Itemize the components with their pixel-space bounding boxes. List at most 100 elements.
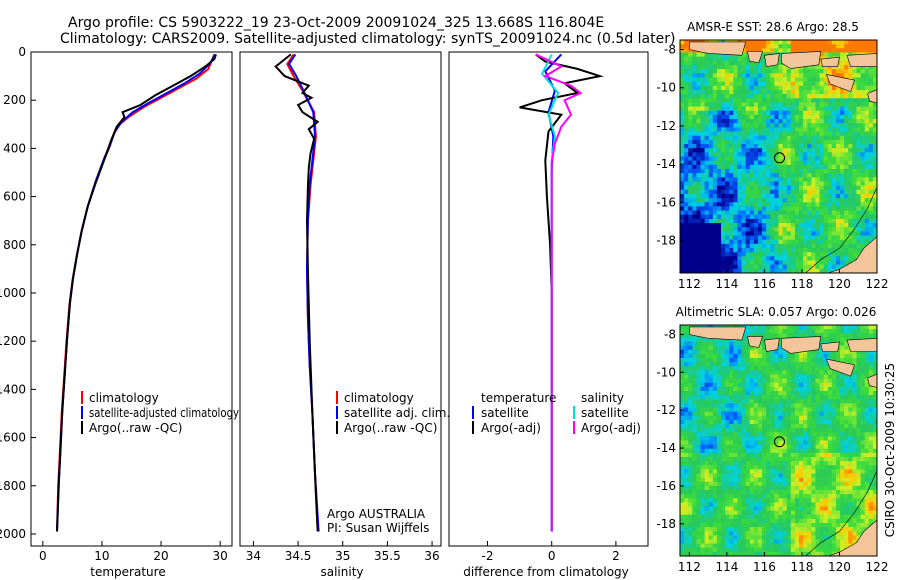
map-cell: [700, 502, 706, 507]
map-cell: [794, 156, 800, 162]
map-cell: [790, 432, 796, 437]
map-cell: [700, 69, 706, 74]
map-cell: [799, 206, 804, 211]
map-cell: [688, 391, 693, 396]
map-cell: [716, 345, 722, 351]
map-cell: [815, 366, 820, 371]
map-cell: [704, 139, 710, 145]
map-cell: [782, 144, 788, 149]
map-cell: [827, 243, 833, 249]
map-cell: [848, 131, 853, 137]
map-cell: [811, 177, 816, 182]
map-cell: [799, 210, 804, 216]
map-cell: [684, 56, 689, 62]
map-cell: [700, 345, 706, 351]
map-cell: [774, 477, 779, 483]
map-cell: [868, 139, 874, 145]
map-cell: [786, 119, 792, 124]
map-cell: [790, 473, 796, 479]
map-cell: [733, 432, 738, 437]
map-cell: [721, 539, 726, 545]
map-cell: [684, 358, 689, 363]
map-cell: [864, 98, 870, 103]
map-cell: [827, 333, 833, 338]
map-cell: [757, 223, 763, 228]
map-cell: [704, 127, 710, 132]
map-cell: [680, 181, 685, 187]
map-cell: [856, 206, 861, 211]
map-cell: [831, 518, 837, 524]
map-cell: [844, 106, 849, 112]
map-cell: [741, 531, 747, 536]
map-cell: [815, 231, 820, 236]
map-cell: [733, 268, 738, 274]
map-cell: [741, 432, 747, 437]
map-cell: [844, 243, 849, 249]
map-cell: [704, 268, 710, 274]
map-cell: [721, 114, 726, 120]
map-cell: [708, 193, 714, 199]
map-cell: [700, 535, 706, 540]
map-cell: [729, 436, 734, 441]
map-cell: [737, 256, 742, 261]
map-cell: [774, 102, 779, 107]
map-cell: [729, 156, 734, 162]
map-cell: [770, 160, 775, 166]
map-cell: [823, 481, 829, 487]
map-cell: [799, 523, 804, 528]
map-cell: [688, 523, 693, 528]
map-cell: [770, 481, 775, 487]
map-cell: [741, 164, 747, 170]
map-cell: [848, 198, 853, 203]
map-cell: [835, 114, 841, 120]
map-cell: [852, 252, 857, 257]
map-cell: [803, 144, 808, 149]
map-cell: [852, 243, 857, 249]
map-cell: [762, 56, 767, 62]
map-cell: [770, 235, 775, 241]
map-cell: [844, 52, 849, 58]
map-cell: [856, 106, 861, 112]
map-cell: [827, 227, 833, 232]
map-cell: [827, 481, 833, 487]
map-cell: [819, 531, 825, 536]
map-cell: [745, 77, 751, 83]
map-cell: [864, 131, 870, 137]
map-cell: [749, 424, 755, 429]
map-cell: [786, 231, 792, 236]
map-cell: [799, 127, 804, 132]
map-cell: [770, 399, 775, 404]
map-cell: [782, 189, 788, 195]
map-cell: [848, 110, 853, 116]
map-cell: [803, 358, 808, 363]
map-cell: [815, 391, 820, 396]
map-cell: [778, 415, 783, 421]
map-cell: [733, 395, 738, 400]
map-cell: [786, 481, 792, 487]
map-cell: [725, 457, 730, 462]
map-cell: [749, 239, 755, 245]
map-cell: [749, 465, 755, 470]
map-cell: [872, 73, 878, 78]
map-cell: [868, 214, 874, 220]
map-cell: [819, 490, 825, 495]
map-cell: [770, 407, 775, 413]
map-cell: [774, 419, 779, 425]
map-cell: [716, 424, 722, 429]
map-cell: [704, 181, 710, 187]
map-cell: [852, 127, 857, 132]
map-cell: [737, 127, 742, 132]
map-cell: [827, 168, 833, 174]
map-cell: [729, 374, 734, 380]
map-cell: [844, 148, 849, 153]
map-cell: [729, 77, 734, 83]
map-cell: [815, 403, 820, 408]
map-cell: [753, 543, 759, 549]
map-cell: [733, 202, 738, 207]
map-cell: [840, 177, 845, 182]
map-cell: [774, 399, 779, 404]
map-cell: [753, 264, 759, 270]
map-cell: [831, 235, 837, 241]
map-cell: [848, 189, 853, 195]
map-cell: [712, 119, 718, 124]
